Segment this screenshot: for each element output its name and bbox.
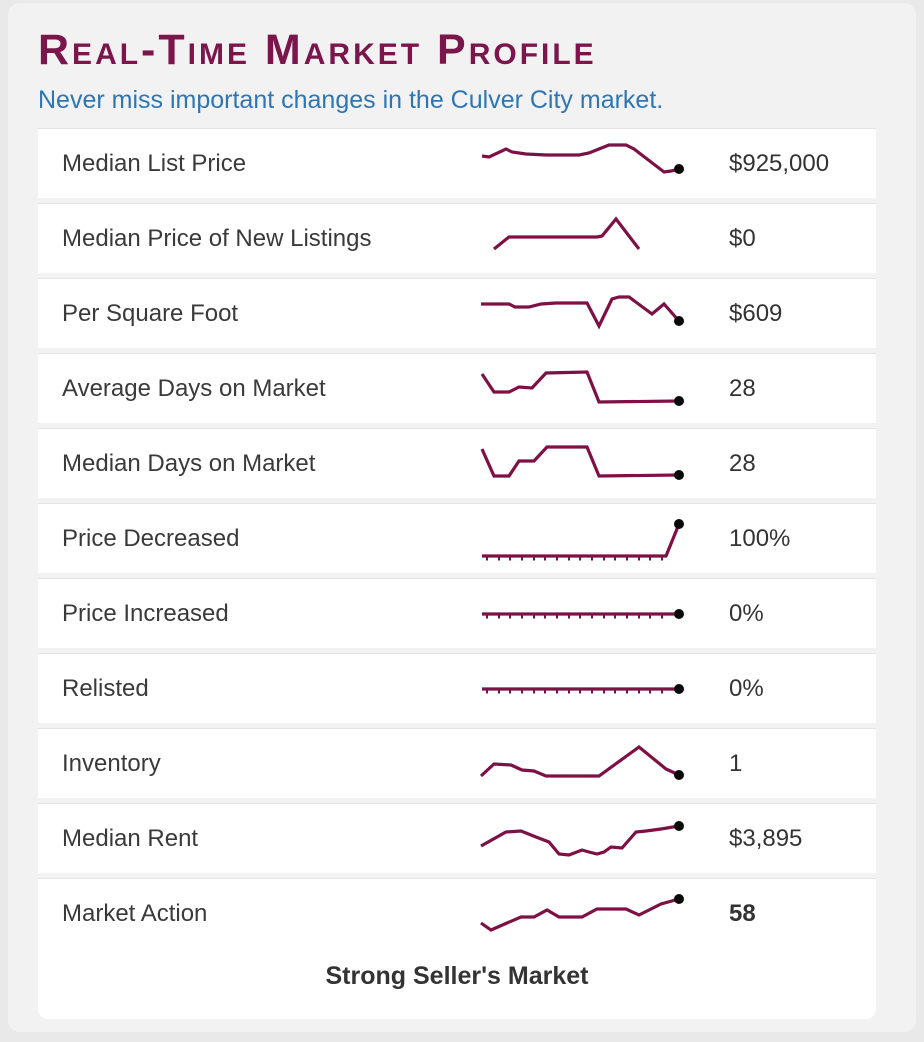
table-row-block: Per Square Foot $609 (38, 278, 876, 349)
table-row: Median Days on Market 28 (38, 429, 876, 498)
sparkline-path (481, 143, 680, 174)
row-label: Market Action (62, 899, 208, 927)
row-value: $925,000 (729, 149, 830, 177)
latest-point-dot (674, 315, 684, 326)
row-value: 0% (729, 599, 764, 627)
sparkline-chart (482, 683, 684, 694)
table-row: Relisted 0% (38, 654, 876, 723)
table-row: Median Rent $3,895 (38, 804, 876, 873)
row-label: Median List Price (62, 149, 247, 177)
latest-point-dot (674, 769, 684, 780)
market-action-block: Market Action 58 Strong Seller's Market (38, 878, 876, 1020)
table-row-block: Price Decreased 100% (38, 503, 876, 574)
sparkline-chart (481, 143, 684, 174)
table-row: Per Square Foot $609 (38, 279, 876, 348)
row-value: 0% (729, 674, 764, 702)
sparkline-path (480, 824, 680, 857)
table-row-block: Relisted 0% (38, 653, 876, 724)
latest-point-dot (674, 518, 684, 529)
table-row: Median Price of New Listings $0 (38, 204, 876, 273)
row-label: Median Rent (62, 824, 199, 852)
sparkline-chart (482, 608, 684, 619)
market-profile-widget: Real-Time Market Profile Never miss impo… (8, 3, 916, 1032)
page-title: Real-Time Market Profile (38, 26, 597, 74)
row-label: Price Decreased (62, 524, 240, 552)
sparkline-chart (480, 445, 684, 480)
widget-subtitle: Never miss important changes in the Culv… (38, 86, 664, 115)
row-label: Price Increased (62, 599, 229, 627)
sparkline-path (479, 744, 680, 778)
market-table: Median List Price $925,000 Median Price of… (38, 128, 876, 1020)
sparkline-chart (480, 370, 684, 406)
table-row-block: Inventory 1 (38, 728, 876, 799)
sparkline-path (480, 370, 680, 404)
row-value: $0 (729, 224, 756, 252)
latest-point-dot (674, 608, 684, 619)
latest-point-dot (674, 469, 684, 480)
table-row-block: Price Increased 0% (38, 578, 876, 649)
row-value: 28 (729, 374, 756, 402)
row-label: Average Days on Market (62, 374, 326, 402)
row-value: 100% (729, 524, 791, 552)
table-row-block: Median List Price $925,000 (38, 128, 876, 199)
row-value: 58 (729, 899, 756, 927)
row-value: $3,895 (729, 824, 803, 852)
latest-point-dot (674, 163, 684, 174)
sparkline-chart (480, 820, 684, 857)
row-label: Relisted (62, 674, 149, 702)
latest-point-dot (674, 893, 684, 904)
row-value: 1 (729, 749, 743, 777)
row-value: $609 (729, 299, 783, 327)
table-row-block: Median Rent $3,895 (38, 803, 876, 874)
row-value: 28 (729, 449, 756, 477)
table-row: Price Increased 0% (38, 579, 876, 648)
sparkline-chart (482, 518, 684, 561)
sparkline-chart (479, 744, 684, 780)
sparkline-path (480, 897, 680, 932)
sparkline-path (482, 523, 681, 558)
table-row-block: Median Price of New Listings $0 (38, 203, 876, 274)
table-row: Inventory 1 (38, 729, 876, 798)
table-row: Median List Price $925,000 (38, 129, 876, 198)
sparkline-chart (493, 216, 641, 251)
sparkline-chart (480, 893, 684, 932)
table-row-block: Median Days on Market 28 (38, 428, 876, 499)
market-status-label: Strong Seller's Market (325, 962, 589, 991)
latest-point-dot (674, 683, 684, 694)
table-row: Average Days on Market 28 (38, 354, 876, 423)
row-label: Inventory (62, 749, 161, 777)
row-label: Median Price of New Listings (62, 224, 372, 252)
sparkline-chart (481, 295, 684, 330)
sparkline-path (480, 445, 680, 478)
latest-point-dot (674, 395, 684, 406)
table-row: Price Decreased 100% (38, 504, 876, 573)
sparkline-path (493, 216, 641, 251)
row-label: Median Days on Market (62, 449, 316, 477)
sparkline-path (481, 295, 681, 330)
table-row-block: Average Days on Market 28 (38, 353, 876, 424)
latest-point-dot (674, 820, 684, 831)
row-label: Per Square Foot (62, 299, 239, 327)
table-row: Market Action 58 (38, 879, 876, 948)
